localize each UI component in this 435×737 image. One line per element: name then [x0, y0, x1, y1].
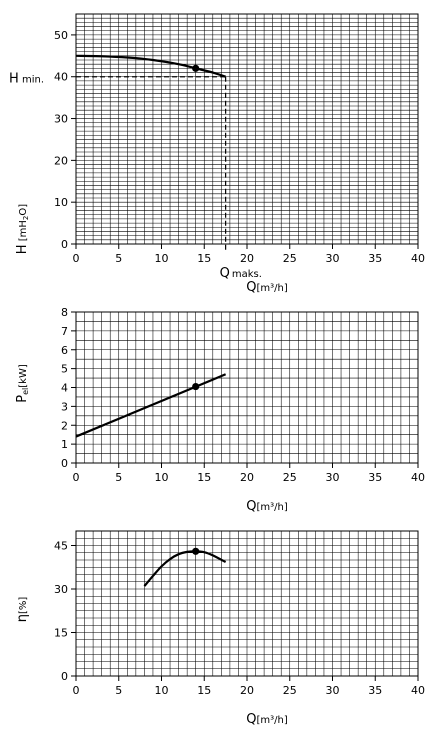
y-axis-label-symbol: H — [15, 244, 30, 254]
x-tick-label: 35 — [368, 252, 382, 265]
y-tick-label: 0 — [61, 670, 68, 683]
y-axis-label: H [mH2O] — [15, 204, 30, 254]
h-min-subscript: min. — [19, 75, 44, 86]
x-tick-label: 20 — [240, 252, 254, 265]
y-tick-label: 8 — [61, 306, 68, 319]
y-tick-label: 30 — [54, 113, 68, 126]
h-min-symbol: H — [9, 72, 19, 87]
x-axis-label: Q[m³/h] — [246, 712, 288, 727]
x-tick-label: 25 — [283, 684, 297, 697]
x-tick-label: 5 — [115, 252, 122, 265]
y-axis-label-symbol: P — [15, 395, 30, 403]
performance-curve — [143, 550, 227, 587]
x-tick-label: 5 — [115, 684, 122, 697]
y-tick-label: 1 — [61, 438, 68, 451]
x-tick-label: 40 — [411, 471, 425, 484]
x-axis-label-symbol: Q — [246, 499, 256, 514]
y-axis-label: Pel[kW] — [15, 364, 30, 403]
x-tick-label: 15 — [197, 684, 211, 697]
x-tick-label: 20 — [240, 684, 254, 697]
x-tick-label: 0 — [73, 684, 80, 697]
y-tick-label: 30 — [54, 583, 68, 596]
performance-curve — [75, 373, 227, 438]
y-tick-label: 50 — [54, 29, 68, 42]
y-tick-label: 2 — [61, 419, 68, 432]
x-tick-label: 25 — [283, 471, 297, 484]
x-axis-label: Q[m³/h] — [246, 499, 288, 514]
x-tick-label: 10 — [155, 471, 169, 484]
y-axis-label-unit: [%] — [18, 597, 29, 614]
y-axis-label-subscript: el — [21, 388, 30, 395]
x-axis-label-symbol: Q — [246, 712, 256, 727]
h-min-annotation: H min. — [9, 72, 44, 87]
x-tick-label: 25 — [283, 252, 297, 265]
x-tick-label: 40 — [411, 252, 425, 265]
x-tick-label: 15 — [197, 252, 211, 265]
y-tick-label: 10 — [54, 196, 68, 209]
x-axis-label: Q[m³/h] — [246, 280, 288, 295]
y-axis-label-unit-subscript: 2 — [22, 216, 30, 220]
operating-point-marker — [192, 547, 200, 555]
performance-curve — [75, 54, 226, 78]
x-axis-label-symbol: Q — [246, 280, 256, 295]
q-max-subscript: maks. — [232, 269, 262, 280]
y-tick-label: 20 — [54, 154, 68, 167]
x-tick-label: 30 — [326, 684, 340, 697]
y-tick-label: 0 — [61, 238, 68, 251]
x-tick-label: 5 — [115, 471, 122, 484]
x-tick-label: 10 — [155, 684, 169, 697]
x-tick-label: 40 — [411, 684, 425, 697]
x-tick-label: 35 — [368, 684, 382, 697]
y-tick-label: 0 — [61, 457, 68, 470]
y-tick-label: 4 — [61, 382, 68, 395]
y-tick-label: 5 — [61, 363, 68, 376]
y-tick-label: 45 — [54, 540, 68, 553]
y-tick-label: 15 — [54, 627, 68, 640]
operating-point-marker — [192, 64, 200, 72]
operating-point-marker — [192, 382, 200, 391]
y-tick-label: 40 — [54, 71, 68, 84]
y-tick-label: 7 — [61, 325, 68, 338]
x-tick-label: 15 — [197, 471, 211, 484]
x-tick-label: 0 — [73, 471, 80, 484]
y-axis-label: η[%] — [15, 597, 30, 623]
q-max-symbol: Q — [220, 266, 230, 281]
y-axis-label-unit: O] — [18, 204, 29, 216]
y-axis-label-unit: [mH — [18, 220, 29, 244]
x-axis-label-unit: [m³/h] — [256, 283, 287, 294]
x-tick-label: 35 — [368, 471, 382, 484]
x-tick-label: 0 — [73, 252, 80, 265]
chart-panel-2: 0 5 10 15 20 25 30 35 40 0 1 2 3 4 5 6 7 8 Q[m³/h] Pel[kW] — [15, 306, 425, 514]
chart-panel-3: 0 5 10 15 20 25 30 35 40 0 15 30 45 Q[m³/h] η[%] — [15, 530, 425, 727]
x-tick-label: 20 — [240, 471, 254, 484]
y-tick-label: 3 — [61, 400, 68, 413]
y-axis-label-unit: [kW] — [18, 364, 29, 388]
y-axis-label-symbol: η — [15, 614, 30, 622]
x-tick-label: 30 — [326, 471, 340, 484]
x-axis-label-unit: [m³/h] — [256, 502, 287, 513]
y-tick-label: 6 — [61, 344, 68, 357]
x-tick-label: 10 — [155, 252, 169, 265]
x-tick-label: 30 — [326, 252, 340, 265]
x-axis-label-unit: [m³/h] — [256, 715, 287, 726]
